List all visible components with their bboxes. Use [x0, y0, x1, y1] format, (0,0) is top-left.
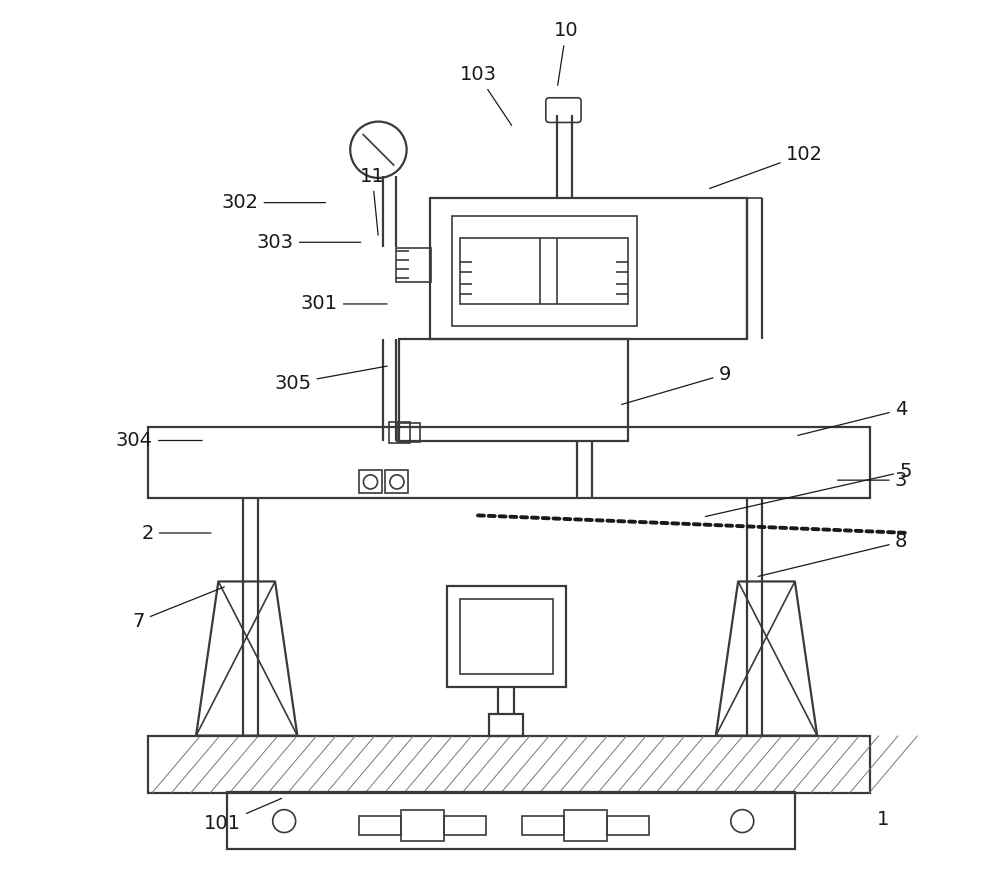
- Text: 9: 9: [622, 365, 731, 404]
- Bar: [389, 422, 410, 443]
- Bar: [489, 714, 523, 736]
- Text: 302: 302: [222, 193, 325, 212]
- Bar: [396, 248, 431, 282]
- Bar: [359, 470, 382, 493]
- Text: 7: 7: [133, 587, 224, 631]
- Bar: [460, 599, 553, 674]
- Bar: [148, 736, 870, 793]
- Text: 101: 101: [204, 798, 282, 833]
- Text: 305: 305: [274, 366, 387, 393]
- Text: 303: 303: [257, 233, 361, 252]
- Bar: [359, 816, 401, 835]
- Text: 304: 304: [116, 431, 202, 450]
- Bar: [148, 427, 870, 498]
- Bar: [522, 816, 564, 835]
- Bar: [227, 792, 795, 849]
- Text: 301: 301: [301, 294, 387, 314]
- Text: 5: 5: [705, 462, 912, 516]
- Text: 103: 103: [459, 65, 512, 125]
- Bar: [401, 810, 444, 841]
- Bar: [399, 339, 628, 440]
- Bar: [385, 470, 408, 493]
- Bar: [452, 216, 637, 326]
- Bar: [564, 810, 607, 841]
- Bar: [447, 586, 566, 687]
- Bar: [397, 423, 420, 442]
- Text: 4: 4: [798, 400, 907, 435]
- Bar: [607, 816, 649, 835]
- Text: 10: 10: [554, 21, 578, 85]
- Text: 2: 2: [141, 523, 211, 543]
- Text: 102: 102: [710, 144, 822, 189]
- Text: 3: 3: [838, 470, 907, 490]
- Bar: [460, 238, 628, 304]
- Bar: [430, 198, 747, 339]
- Text: 11: 11: [360, 167, 385, 235]
- Text: 1: 1: [877, 810, 889, 829]
- Text: 8: 8: [758, 532, 907, 576]
- Bar: [444, 816, 486, 835]
